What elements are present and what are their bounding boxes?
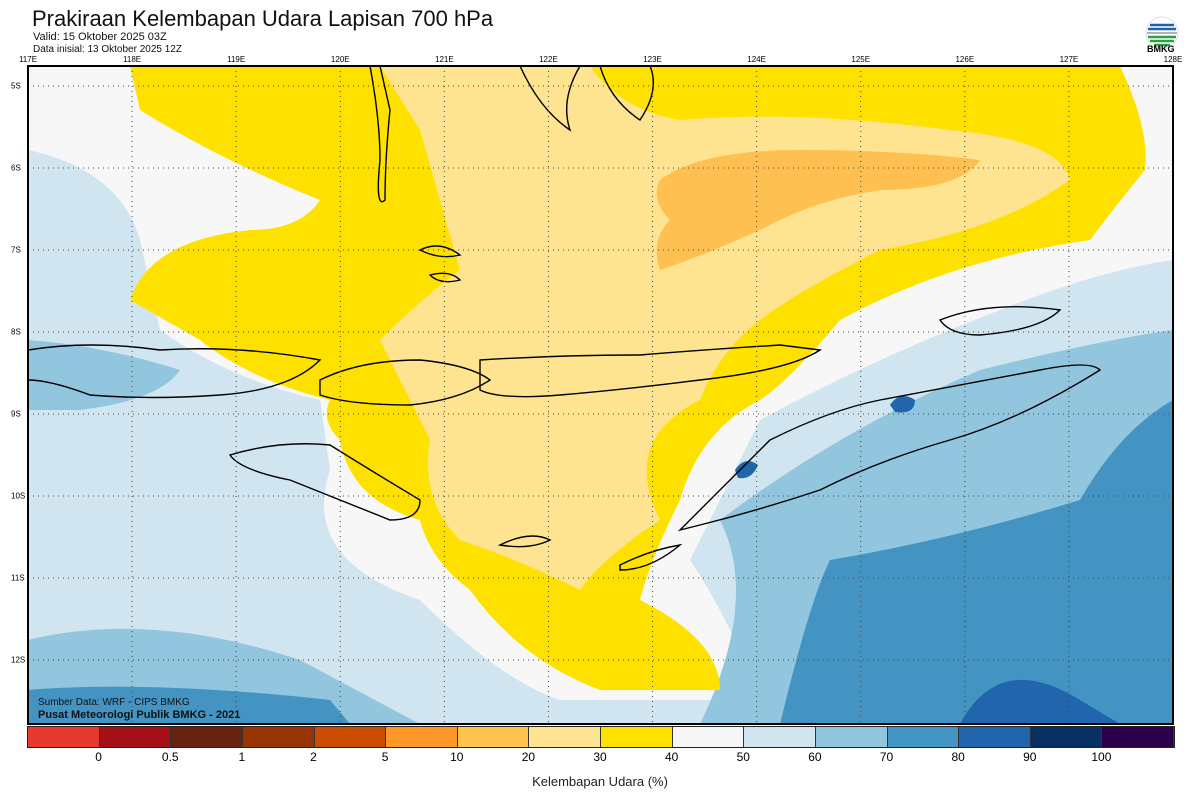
colorbar-swatch	[744, 727, 816, 747]
valid-time: Valid: 15 Oktober 2025 03Z	[33, 31, 167, 43]
lon-label: 120E	[330, 55, 350, 64]
lon-label: 128E	[1163, 55, 1183, 64]
lon-label: 123E	[643, 55, 662, 64]
layer-20-30	[380, 66, 1070, 590]
colorbar-label: 70	[879, 750, 894, 764]
lon-label: 121E	[435, 55, 454, 64]
colorbar-label: 10	[450, 750, 464, 764]
colorbar-swatch	[959, 727, 1031, 747]
colorbar-label: 40	[664, 750, 679, 764]
layer-70-80	[28, 400, 1173, 724]
lon-label: 126E	[955, 55, 975, 64]
colorbar-label: 5	[381, 750, 389, 764]
lat-label: 8S	[11, 327, 21, 337]
coastlines	[28, 66, 1102, 571]
organization: Pusat Meteorologi Publik BMKG - 2021	[38, 709, 241, 721]
colorbar-label: 1	[238, 750, 246, 764]
lat-label: 9S	[11, 409, 21, 419]
colorbar-swatch	[99, 727, 172, 747]
colorbar-swatch	[1030, 727, 1103, 747]
data-source: Sumber Data: WRF - CIPS BMKG	[38, 697, 190, 708]
colorbar-label: 90	[1023, 750, 1037, 764]
colorbar-swatch	[601, 727, 673, 747]
lat-label: 5S	[11, 81, 21, 91]
lon-label: 124E	[747, 55, 766, 64]
colorbar-label: 30	[593, 750, 607, 764]
init-time: Data inisial: 13 Oktober 2025 12Z	[33, 44, 182, 55]
lat-label: 6S	[11, 163, 21, 173]
colorbar-swatch	[386, 727, 458, 747]
lat-label: 10S	[11, 491, 26, 501]
map-title: Prakiraan Kelembapan Udara Lapisan 700 h…	[32, 6, 494, 31]
colorbar-label: 0.5	[161, 750, 179, 764]
colorbar-swatch	[457, 727, 530, 747]
bmkg-logo	[1145, 16, 1179, 50]
colorbar-swatch	[28, 727, 100, 747]
lat-label: 7S	[11, 245, 21, 255]
colorbar-label: 50	[736, 750, 750, 764]
humidity-map	[27, 65, 1174, 725]
colorbar-swatch	[529, 727, 601, 747]
lon-label: 122E	[539, 55, 558, 64]
layer-50-60-left	[28, 180, 110, 350]
colorbar-swatch	[1102, 727, 1174, 747]
lon-label: 125E	[851, 55, 871, 64]
colorbar-label: 2	[310, 750, 317, 764]
colorbar-swatch	[242, 727, 315, 747]
colorbar-title: Kelembapan Udara (%)	[532, 774, 668, 789]
lon-label: 127E	[1059, 55, 1079, 64]
colorbar-swatch	[887, 727, 960, 747]
colorbar-swatch	[314, 727, 387, 747]
lon-label: 118E	[123, 55, 142, 64]
lat-label: 11S	[11, 573, 25, 583]
colorbar-swatch	[171, 727, 243, 747]
colorbar-swatch	[815, 727, 888, 747]
colorbar-swatch	[672, 727, 745, 747]
colorbar-label: 80	[951, 750, 965, 764]
lat-label: 12S	[11, 655, 26, 665]
colorbar-label: 60	[808, 750, 822, 764]
colorbar-label: 0	[95, 750, 102, 764]
colorbar-label: 100	[1091, 750, 1112, 764]
logo-text: BMKG	[1147, 44, 1175, 54]
graticule	[28, 66, 1173, 724]
layer-10-20	[656, 150, 980, 270]
map-frame	[27, 65, 1174, 725]
lon-label: 119E	[227, 55, 246, 64]
lon-label: 117E	[18, 55, 38, 64]
colorbar	[27, 726, 1175, 748]
colorbar-label: 20	[521, 750, 536, 764]
